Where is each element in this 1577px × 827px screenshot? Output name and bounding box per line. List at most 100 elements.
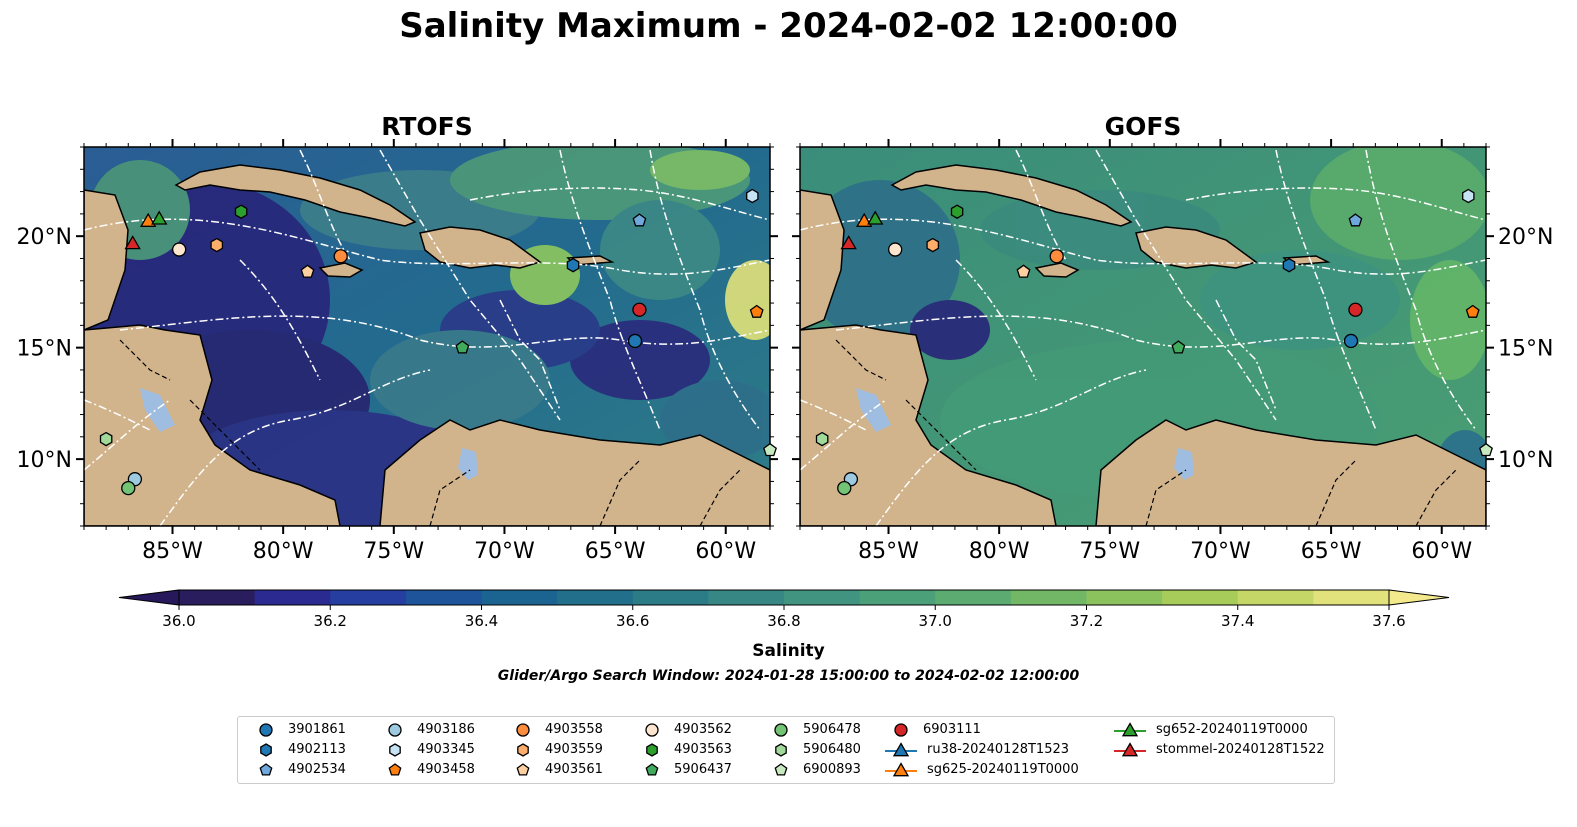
lat-tick-label: 15°N [17,337,72,362]
gofs-lake-maracaibo [1174,448,1194,480]
legend-swatch [645,763,659,776]
legend-label: 4902534 [288,762,346,777]
legend-marker [645,723,659,737]
legend-label: 4903345 [417,742,475,757]
legend-swatch [516,723,530,737]
legend-label: 6903111 [923,722,981,737]
rtofs-marker-4903558 [333,249,348,264]
legend-marker [1121,742,1139,757]
legend-label: ru38-20240128T1523 [927,742,1070,757]
lon-tick-label: 70°W [1190,539,1251,564]
gofs-lake-nicaragua [856,388,891,432]
lon-tick-label: 60°W [695,539,756,564]
legend-swatch [1114,722,1146,737]
rtofs-marker-4902534 [632,213,647,227]
gofs-map [800,147,1486,526]
lon-tick-label: 85°W [858,539,919,564]
legend-marker [517,743,529,757]
legend-swatch [389,743,401,757]
legend-swatch [775,743,787,757]
colorbar-extend-high [1388,589,1450,606]
legend-swatch [894,723,908,737]
gofs-marker-4903563 [950,204,964,219]
legend-swatch [259,723,273,737]
colorbar-bin [330,590,407,605]
legend-marker [774,723,788,737]
legend-label: 4903186 [417,722,475,737]
gofs-nation-borders [835,339,1457,526]
rtofs-marker-4903458 [749,304,764,318]
lon-tick-label: 70°W [474,539,535,564]
gofs-cuba [890,164,1133,227]
colorbar-bin [632,590,709,605]
gofs-marker-4903559 [926,237,940,253]
legend-marker [775,743,787,757]
lat-tick-label: 15°N [1498,337,1553,362]
lon-tick-label: 75°W [363,539,424,564]
colorbar-tick-label: 36.4 [465,612,498,630]
gofs-marker-4903561 [1016,264,1031,278]
colorbar-extend-low [118,589,180,606]
legend: 3901861 4902113 4902534 4903186 4903345 49034… [237,716,1335,784]
gofs-marker-6900893 [1479,442,1493,457]
colorbar-bin [1010,590,1087,605]
rtofs-map [84,147,770,526]
legend-marker [645,763,659,776]
legend-swatch [774,763,788,776]
markers-layer [99,188,1493,496]
gofs-marker-4902534 [1348,213,1363,227]
colorbar-tick-label: 37.0 [919,612,952,630]
legend-swatch [646,743,658,757]
gofs-jamaica [1034,262,1080,278]
legend-label: 6900893 [803,762,861,777]
legend-label: 3901861 [288,722,346,737]
rtofs-south-america [379,419,770,526]
legend-swatch [388,763,402,776]
colorbar-bin [254,590,331,605]
legend-marker [516,763,530,776]
legend-label: 4903561 [545,762,603,777]
rtofs-marker-5906480 [99,431,113,447]
rtofs-marker-5906437 [455,340,470,354]
legend-marker [389,743,401,757]
rtofs-central-america [84,189,341,526]
colorbar-tick-label: 36.2 [314,612,347,630]
rtofs-panel-title: RTOFS [381,112,473,141]
legend-label: 4903558 [545,722,603,737]
colorbar: 36.0 36.2 36.4 36.6 36.8 37.0 37.2 37.4 37.6 [118,589,1450,630]
rtofs-marker-stommel-20240128T1522 [124,235,141,250]
lon-tick-label: 80°W [969,539,1030,564]
colorbar-bin [784,590,861,605]
lon-tick-label: 60°W [1411,539,1472,564]
legend-marker [1121,722,1139,737]
legend-marker [388,763,402,776]
lon-tick-label: 75°W [1079,539,1140,564]
legend-marker [516,723,530,737]
gofs-marker-5906480 [815,431,829,447]
colorbar-bin [859,590,936,605]
gofs-marker-5906478 [837,480,852,496]
legend-swatch [260,743,272,757]
legend-swatch [774,723,788,737]
legend-swatch [516,763,530,776]
legend-marker [259,723,273,737]
gofs-marker-4902113 [1282,257,1296,273]
legend-marker [892,762,910,777]
gofs-marker-3901861 [1343,333,1359,349]
colorbar-tick-label: 37.4 [1221,612,1254,630]
colorbar-bin [935,590,1012,605]
gofs-land [800,164,1486,526]
legend-label: sg625-20240119T0000 [927,762,1079,777]
rtofs-nation-borders [119,339,741,526]
rtofs-marker-4903561 [300,264,315,278]
rtofs-marker-4903563 [234,204,248,219]
colorbar-label: Salinity [752,641,825,661]
colorbar-bin [405,590,482,605]
gofs-marker-stommel-20240128T1522 [840,235,857,250]
axes-layer: 85°W 80°W 75°W 70°W 65°W 60°W 10°N 15°N 20°N 85°W… [17,139,1553,564]
legend-label: 5906437 [674,762,732,777]
colorbar-tick-label: 37.2 [1070,612,1103,630]
colorbar-tick-label: 36.0 [162,612,195,630]
gofs-eez-boundaries [800,149,1486,526]
legend-marker [259,763,273,776]
